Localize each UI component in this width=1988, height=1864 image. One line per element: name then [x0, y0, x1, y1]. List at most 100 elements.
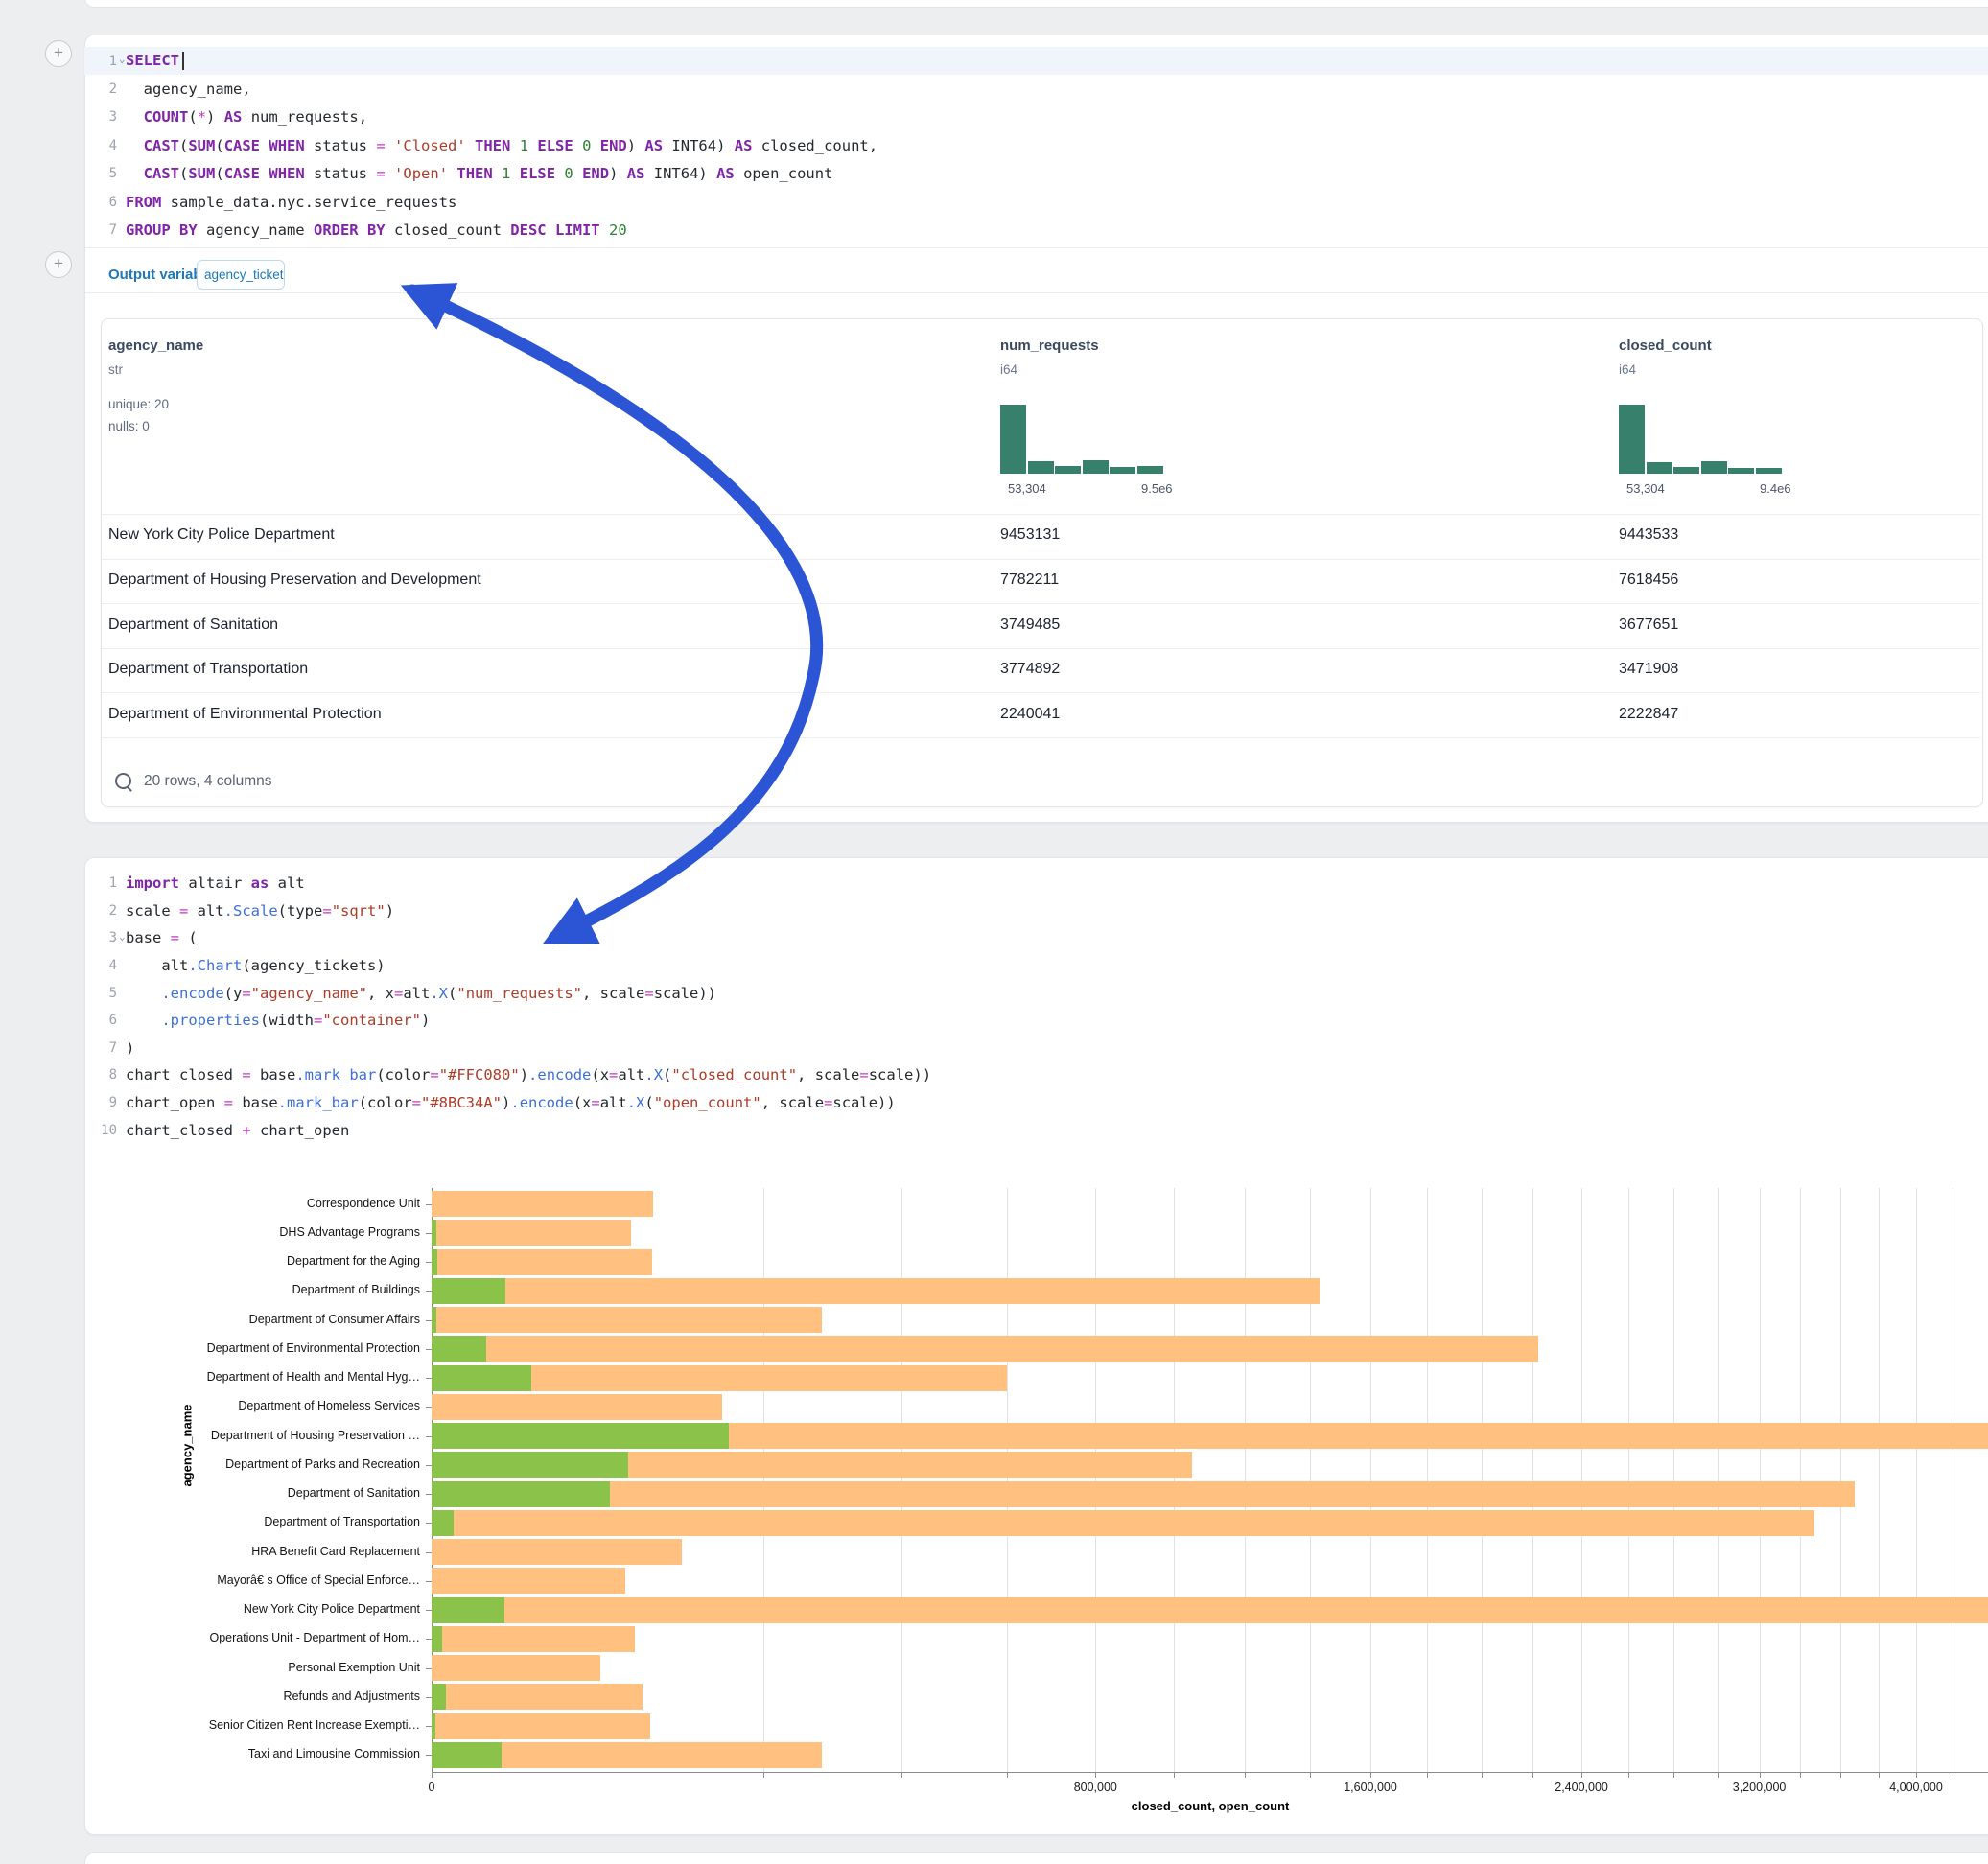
bar-open-count	[432, 1277, 506, 1304]
histogram-bar	[1000, 405, 1026, 474]
x-tick	[1309, 1772, 1311, 1778]
bar-closed-count	[432, 1307, 822, 1334]
code-line[interactable]: 6⌄FROM sample_data.nyc.service_requests	[84, 188, 1988, 216]
code-token: AS	[626, 165, 645, 183]
code-token: import	[126, 874, 179, 893]
code-line[interactable]: 5⌄ CAST(SUM(CASE WHEN status = 'Open' TH…	[84, 160, 1988, 188]
category-label: HRA Benefit Card Replacement	[251, 1544, 420, 1558]
table-cell[interactable]: 3749485	[1000, 616, 1061, 633]
gridline	[1800, 1188, 1802, 1772]
table-cell[interactable]: 9443533	[1619, 526, 1679, 544]
column-header-num_requests[interactable]: num_requests	[1000, 338, 1099, 354]
category-label: Department of Buildings	[292, 1283, 420, 1297]
table-cell[interactable]: Department of Sanitation	[108, 616, 278, 633]
bar-closed-count	[432, 1568, 625, 1595]
code-token	[547, 221, 555, 239]
code-token: CAST	[143, 165, 179, 183]
table-cell[interactable]: Department of Environmental Protection	[108, 705, 382, 722]
code-line[interactable]: 7⌄GROUP BY agency_name ORDER BY closed_c…	[84, 216, 1988, 244]
bar-open-count	[432, 1713, 436, 1739]
row-divider	[102, 737, 1980, 738]
code-token: WHEN	[269, 136, 305, 154]
y-axis-title: agency_name	[179, 1404, 195, 1487]
code-token: alt	[126, 957, 189, 975]
table-cell[interactable]: Department of Housing Preservation and D…	[108, 571, 481, 588]
text-caret	[182, 52, 184, 71]
histogram-bar	[1082, 460, 1109, 474]
table-cell[interactable]: Department of Transportation	[108, 661, 309, 678]
chevron-down-icon[interactable]: ⌄	[119, 929, 126, 943]
x-tick	[1174, 1772, 1175, 1778]
code-token: )	[519, 1066, 529, 1084]
code-token: scale))	[653, 984, 717, 1002]
code-token: , scale	[760, 1094, 825, 1112]
code-line[interactable]: 10⌄chart_closed + chart_open	[84, 1116, 1988, 1144]
category-label: Department for the Aging	[287, 1254, 420, 1269]
code-line[interactable]: 3⌄ COUNT(*) AS num_requests,	[84, 104, 1988, 131]
code-token: "sqrt"	[331, 901, 386, 920]
code-line[interactable]: 2⌄scale = alt.Scale(type="sqrt")	[84, 897, 1988, 925]
column-histogram	[1619, 405, 1784, 474]
y-tick	[426, 1435, 432, 1437]
column-header-agency_name[interactable]: agency_name	[108, 338, 204, 354]
x-tick-label: 3,200,000	[1732, 1781, 1787, 1794]
x-tick	[1532, 1772, 1534, 1778]
table-cell[interactable]: 9453131	[1000, 526, 1061, 544]
code-token: *	[197, 108, 207, 127]
table-cell[interactable]: 7782211	[1000, 571, 1060, 588]
code-line[interactable]: 2⌄ agency_name,	[84, 75, 1988, 103]
histogram-bar	[1673, 467, 1699, 474]
code-line[interactable]: 4⌄ alt.Chart(agency_tickets)	[84, 952, 1988, 980]
table-cell[interactable]: 3677651	[1619, 616, 1679, 633]
code-token: =	[394, 984, 404, 1002]
code-line[interactable]: 4⌄ CAST(SUM(CASE WHEN status = 'Closed' …	[84, 131, 1988, 159]
line-number: 7	[108, 222, 117, 239]
add-cell-button-output[interactable]: +	[45, 251, 72, 278]
code-text: FROM sample_data.nyc.service_requests	[126, 194, 456, 211]
histogram-bar	[1700, 461, 1727, 474]
table-cell[interactable]: 3471908	[1619, 661, 1679, 678]
code-token	[260, 165, 269, 182]
code-token: 0	[582, 136, 592, 154]
chevron-down-icon[interactable]: ⌄	[119, 53, 126, 66]
code-line[interactable]: 7⌄)	[84, 1035, 1988, 1062]
code-token: SUM	[188, 165, 216, 183]
table-cell[interactable]: New York City Police Department	[108, 526, 335, 544]
output-variable-pill[interactable]: agency_tickets	[197, 260, 285, 290]
y-tick	[426, 1639, 432, 1641]
code-line[interactable]: 8⌄chart_closed = base.mark_bar(color="#F…	[84, 1061, 1988, 1089]
category-label: Department of Transportation	[264, 1515, 420, 1529]
code-token: (type	[277, 901, 323, 920]
code-line[interactable]: 1 ⌄ SELECT	[84, 47, 1988, 76]
code-line[interactable]: 1⌄import altair as alt	[84, 870, 1988, 897]
y-axis-line	[432, 1188, 433, 1772]
table-cell[interactable]: 3774892	[1000, 661, 1061, 678]
category-label: Department of Health and Mental Hyg…	[206, 1370, 420, 1385]
table-cell[interactable]: 2240041	[1000, 705, 1061, 722]
code-line[interactable]: 3 ⌄ base = (	[84, 924, 1988, 952]
code-token: .encode	[510, 1094, 573, 1112]
code-text: base = (	[126, 929, 198, 946]
code-token: )	[385, 901, 395, 920]
table-cell[interactable]: 7618456	[1619, 571, 1679, 588]
code-line[interactable]: 5⌄ .encode(y="agency_name", x=alt.X("num…	[84, 979, 1988, 1007]
code-token: "agency_name"	[250, 984, 367, 1002]
code-token: base	[250, 1066, 296, 1084]
code-token: (	[448, 984, 457, 1002]
code-token: =	[179, 901, 189, 920]
column-header-closed_count[interactable]: closed_count	[1619, 338, 1712, 354]
table-cell[interactable]: 2222847	[1619, 705, 1679, 722]
bar-open-count	[432, 1423, 729, 1450]
code-line[interactable]: 9⌄chart_open = base.mark_bar(color="#8BC…	[84, 1089, 1988, 1117]
code-line[interactable]: 6⌄ .properties(width="container")	[84, 1007, 1988, 1035]
search-icon[interactable]	[115, 773, 131, 789]
add-cell-button-top[interactable]: +	[45, 40, 72, 67]
gridline	[1244, 1188, 1246, 1772]
code-token: .Scale	[223, 901, 278, 920]
output-variable-label: Output variable:	[108, 267, 220, 283]
x-tick-label: 0	[428, 1781, 435, 1794]
code-token: AS	[644, 136, 664, 154]
